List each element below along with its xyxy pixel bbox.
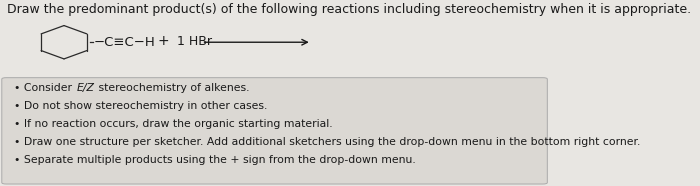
Text: stereochemistry of alkenes.: stereochemistry of alkenes. — [95, 83, 250, 93]
Text: • If no reaction occurs, draw the organic starting material.: • If no reaction occurs, draw the organi… — [15, 119, 333, 129]
Text: 1 HBr: 1 HBr — [169, 35, 211, 48]
Text: • Separate multiple products using the + sign from the drop-down menu.: • Separate multiple products using the +… — [15, 155, 416, 165]
Text: Draw the predominant product(s) of the following reactions including stereochemi: Draw the predominant product(s) of the f… — [7, 4, 692, 17]
FancyBboxPatch shape — [2, 78, 547, 184]
Text: • Do not show stereochemistry in other cases.: • Do not show stereochemistry in other c… — [15, 101, 268, 111]
Text: • Draw one structure per sketcher. Add additional sketchers using the drop-down : • Draw one structure per sketcher. Add a… — [15, 137, 641, 147]
Text: • Consider: • Consider — [15, 83, 76, 93]
Text: E/Z: E/Z — [77, 83, 95, 93]
Text: +: + — [158, 34, 169, 48]
Text: −C≡C−H: −C≡C−H — [93, 36, 155, 49]
